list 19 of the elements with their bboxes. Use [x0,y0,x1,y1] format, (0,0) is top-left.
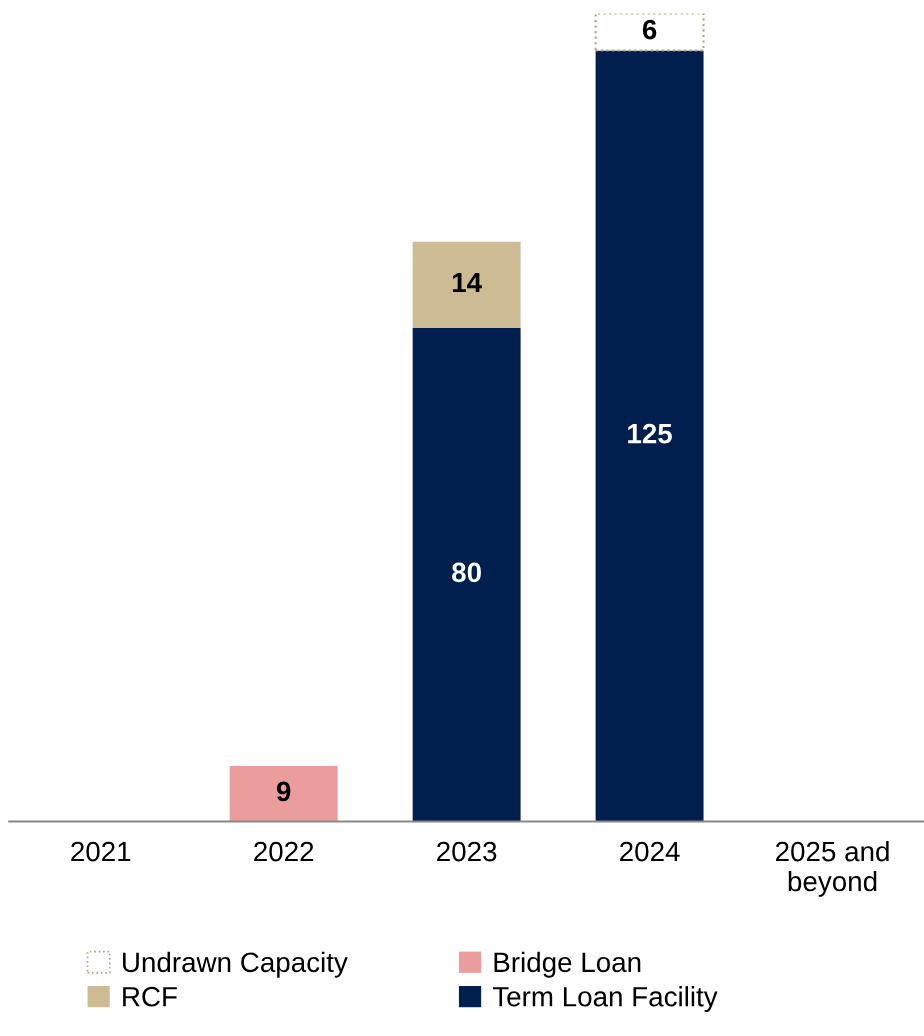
legend-label: RCF [123,986,177,1007]
x-tick-label: 2025 and beyond [776,840,889,897]
x-tick-label: 2021 [71,841,131,862]
x-tick-label: 2024 [620,841,680,862]
x-tick-label: 2022 [254,841,314,862]
bar [412,241,521,329]
x-tick-label: 2023 [437,841,497,862]
data-label: 14 [452,272,482,293]
legend-label: Bridge Loan [494,951,641,978]
data-label: 125 [628,423,672,444]
bar [412,328,521,822]
legend-label: Term Loan Facility [492,986,718,1013]
data-label: 80 [452,562,481,583]
legend-label: Undrawn Capacity [123,951,348,978]
data-label: 9 [276,781,291,802]
data-label: 6 [642,19,657,40]
bar [594,13,705,52]
bar [229,766,338,822]
bar [595,50,704,822]
